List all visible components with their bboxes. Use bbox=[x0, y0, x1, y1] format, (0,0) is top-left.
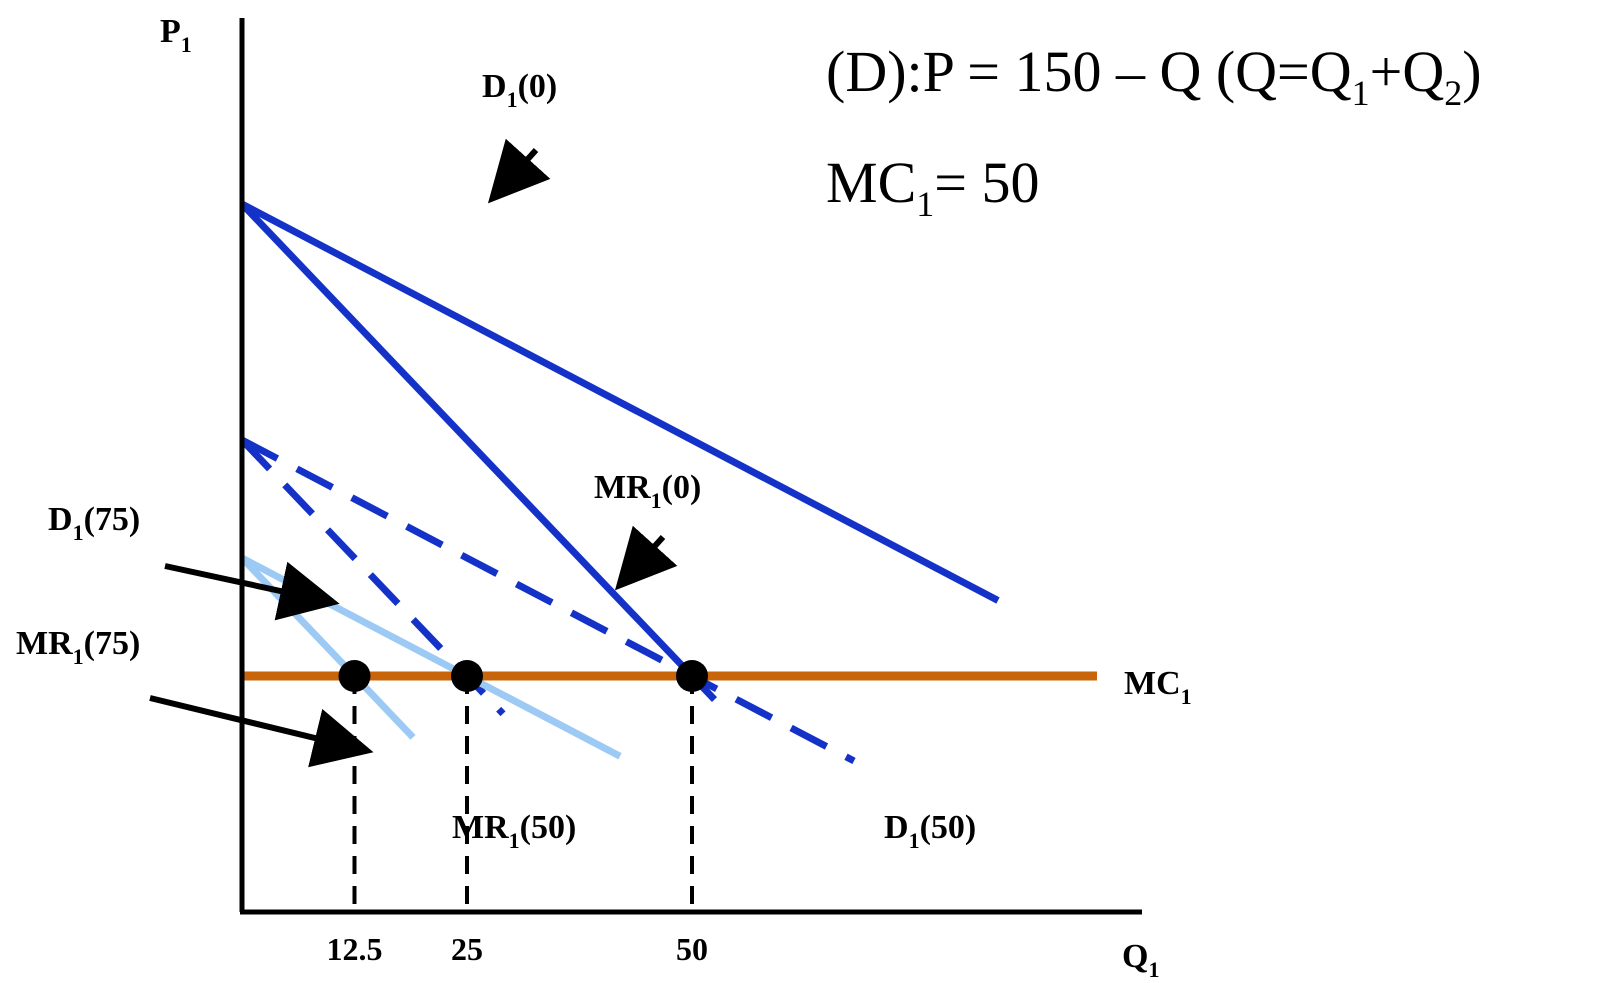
equilibrium-point-2 bbox=[676, 660, 708, 692]
series-layer bbox=[239, 200, 1097, 765]
equilibrium-point-1 bbox=[451, 660, 483, 692]
series-line-d0 bbox=[240, 200, 1000, 604]
label-d75: D1(75) bbox=[48, 501, 140, 545]
equilibria-layer bbox=[338, 660, 708, 912]
label-mr0: MR1(0) bbox=[594, 469, 701, 513]
label-mr75: MR1(75) bbox=[16, 625, 140, 669]
x-axis-label: Q1 bbox=[1122, 938, 1159, 982]
y-axis-label: P1 bbox=[160, 13, 192, 57]
equilibrium-point-0 bbox=[338, 660, 371, 692]
x-tick-label-2: 50 bbox=[676, 931, 708, 967]
arrow-d75 bbox=[164, 561, 340, 621]
tick-labels: 12.5 25 50 bbox=[327, 931, 709, 967]
arrow-d0 bbox=[487, 138, 551, 204]
series-line-mr0 bbox=[239, 201, 718, 703]
demand-equation: (D):P = 150 – Q (Q=Q1+Q2) bbox=[826, 39, 1482, 113]
label-d50: D1(50) bbox=[884, 809, 976, 853]
arrow-mr75 bbox=[149, 695, 374, 768]
series-line-mr75 bbox=[239, 555, 416, 740]
arrow-mr0 bbox=[614, 525, 678, 591]
x-tick-label-1: 25 bbox=[451, 931, 483, 967]
x-tick-label-0: 12.5 bbox=[327, 931, 383, 967]
series-line-d75 bbox=[240, 554, 622, 760]
label-mc: MC1 bbox=[1124, 665, 1192, 709]
label-mr50: MR1(50) bbox=[452, 809, 576, 853]
label-d0: D1(0) bbox=[482, 68, 557, 112]
series-line-d50 bbox=[240, 436, 856, 765]
mc-equation: MC1= 50 bbox=[826, 150, 1039, 224]
